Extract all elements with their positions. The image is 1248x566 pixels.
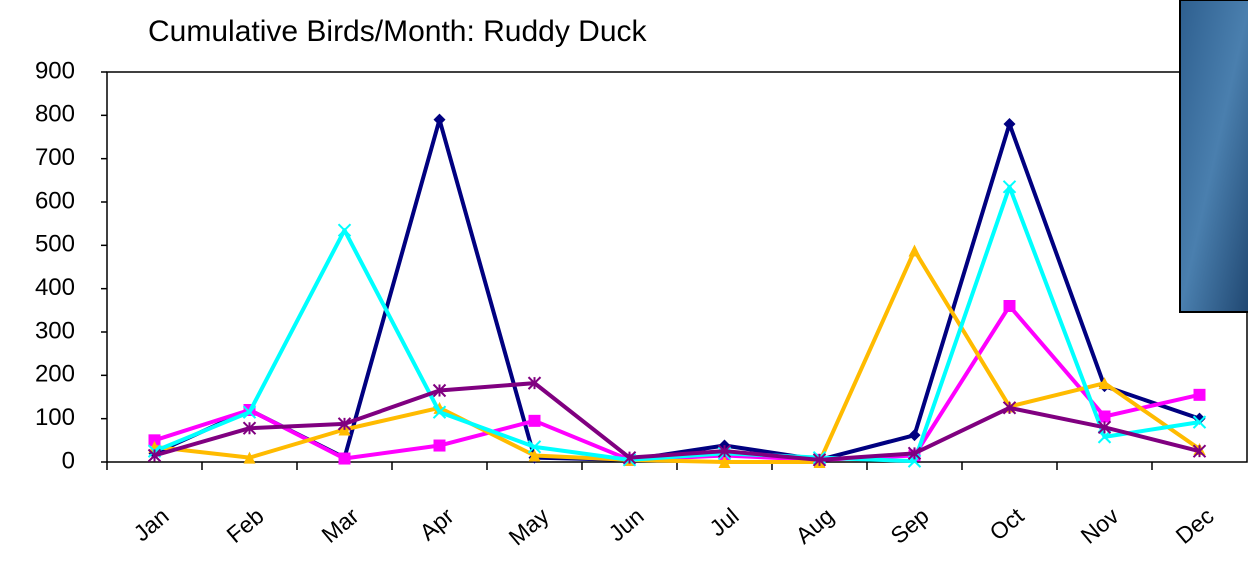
x-tick-label: Sep [886, 503, 934, 549]
marker [433, 401, 446, 414]
chart-title: Cumulative Birds/Month: Ruddy Duck [148, 15, 648, 48]
series-line [153, 184, 1200, 464]
marker [1098, 377, 1111, 390]
y-tick-label: 800 [35, 101, 75, 128]
x-tick-label: Oct [984, 502, 1029, 545]
marker [432, 405, 447, 419]
marker [337, 417, 352, 431]
marker [1003, 118, 1016, 130]
series-line [153, 381, 1200, 462]
marker [432, 383, 447, 398]
y-tick-label: 600 [35, 187, 75, 214]
y-tick-label: 100 [35, 404, 75, 431]
marker [1097, 420, 1112, 435]
marker [433, 113, 446, 126]
marker [718, 456, 731, 468]
marker [1097, 430, 1112, 444]
marker [1193, 388, 1206, 401]
y-tick-label: 500 [35, 231, 75, 258]
x-tick-label: Jan [128, 503, 173, 547]
x-tick-label: Mar [317, 502, 364, 548]
marker [908, 429, 921, 442]
marker [1098, 410, 1111, 423]
y-tick-label: 300 [35, 317, 75, 344]
marker [908, 244, 921, 257]
x-tick-label: Feb [222, 503, 269, 548]
marker [148, 434, 161, 447]
marker [243, 451, 256, 464]
marker [242, 421, 257, 435]
y-tick-label: 700 [35, 144, 75, 171]
marker [528, 414, 541, 427]
marker [527, 440, 542, 454]
photo [1179, 0, 1248, 313]
series-line [154, 248, 1201, 464]
marker [717, 444, 732, 458]
marker [907, 446, 922, 461]
marker [1003, 300, 1016, 312]
y-tick-label: 900 [35, 57, 75, 84]
x-tick-label: Jul [704, 503, 743, 542]
x-tick-label: Apr [414, 502, 458, 545]
marker [337, 223, 352, 237]
plot-area [106, 71, 1248, 463]
y-tick-label: 400 [35, 274, 75, 301]
x-tick-label: Dec [1171, 503, 1219, 549]
marker [147, 448, 162, 463]
marker [1192, 444, 1207, 458]
marker [812, 453, 827, 467]
marker [528, 449, 541, 462]
x-tick-label: Jun [603, 503, 648, 547]
marker [433, 439, 446, 452]
y-tick-label: 200 [35, 361, 75, 388]
marker [1002, 401, 1017, 415]
x-tick-label: Nov [1076, 502, 1124, 549]
marker [1192, 415, 1207, 429]
marker [527, 376, 542, 390]
y-tick-label: 0 [62, 447, 75, 474]
x-tick-label: May [504, 502, 554, 550]
x-tick-label: Aug [791, 503, 839, 549]
marker [242, 405, 257, 419]
marker [622, 450, 637, 465]
marker [338, 452, 351, 465]
marker [1002, 180, 1017, 194]
